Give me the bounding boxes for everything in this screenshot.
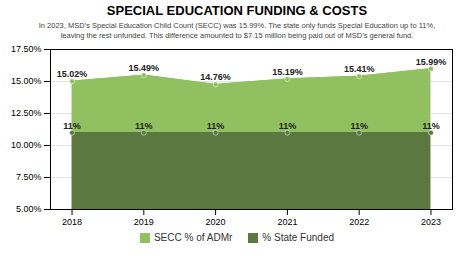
svg-text:2020: 2020 (206, 217, 226, 227)
svg-text:11%: 11% (135, 121, 153, 131)
svg-text:15.99%: 15.99% (416, 57, 447, 67)
svg-text:15.19%: 15.19% (272, 67, 303, 77)
svg-text:7.50%: 7.50% (16, 172, 42, 182)
svg-text:15.02%: 15.02% (57, 69, 88, 79)
svg-text:11%: 11% (279, 121, 297, 131)
svg-text:2021: 2021 (277, 217, 297, 227)
svg-text:15.00%: 15.00% (11, 76, 42, 86)
html-text:In 2023, MSD’s Special Educati: In 2023, MSD’s Special Education Child C… (38, 21, 436, 40)
svg-text:11%: 11% (63, 121, 81, 131)
svg-text:10.00%: 10.00% (11, 140, 42, 150)
svg-text:2022: 2022 (349, 217, 369, 227)
svg-text:15.49%: 15.49% (129, 63, 160, 73)
svg-text:14.76%: 14.76% (200, 72, 231, 82)
html-text:SPECIAL EDUCATION FUNDING & CO: SPECIAL EDUCATION FUNDING & COSTS (106, 3, 368, 18)
svg-text:5.00%: 5.00% (16, 204, 42, 214)
svg-text:12.50%: 12.50% (11, 108, 42, 118)
svg-text:2023: 2023 (421, 217, 441, 227)
html-text:% State Funded: % State Funded (262, 232, 334, 243)
svg-text:11%: 11% (350, 121, 368, 131)
svg-text:15.41%: 15.41% (344, 64, 375, 74)
svg-text:11%: 11% (422, 121, 440, 131)
svg-text:17.50%: 17.50% (11, 44, 42, 54)
svg-text:11%: 11% (207, 121, 225, 131)
html-text:SECC % of ADMr: SECC % of ADMr (154, 232, 233, 243)
svg-text:2018: 2018 (62, 217, 82, 227)
svg-text:2019: 2019 (134, 217, 154, 227)
